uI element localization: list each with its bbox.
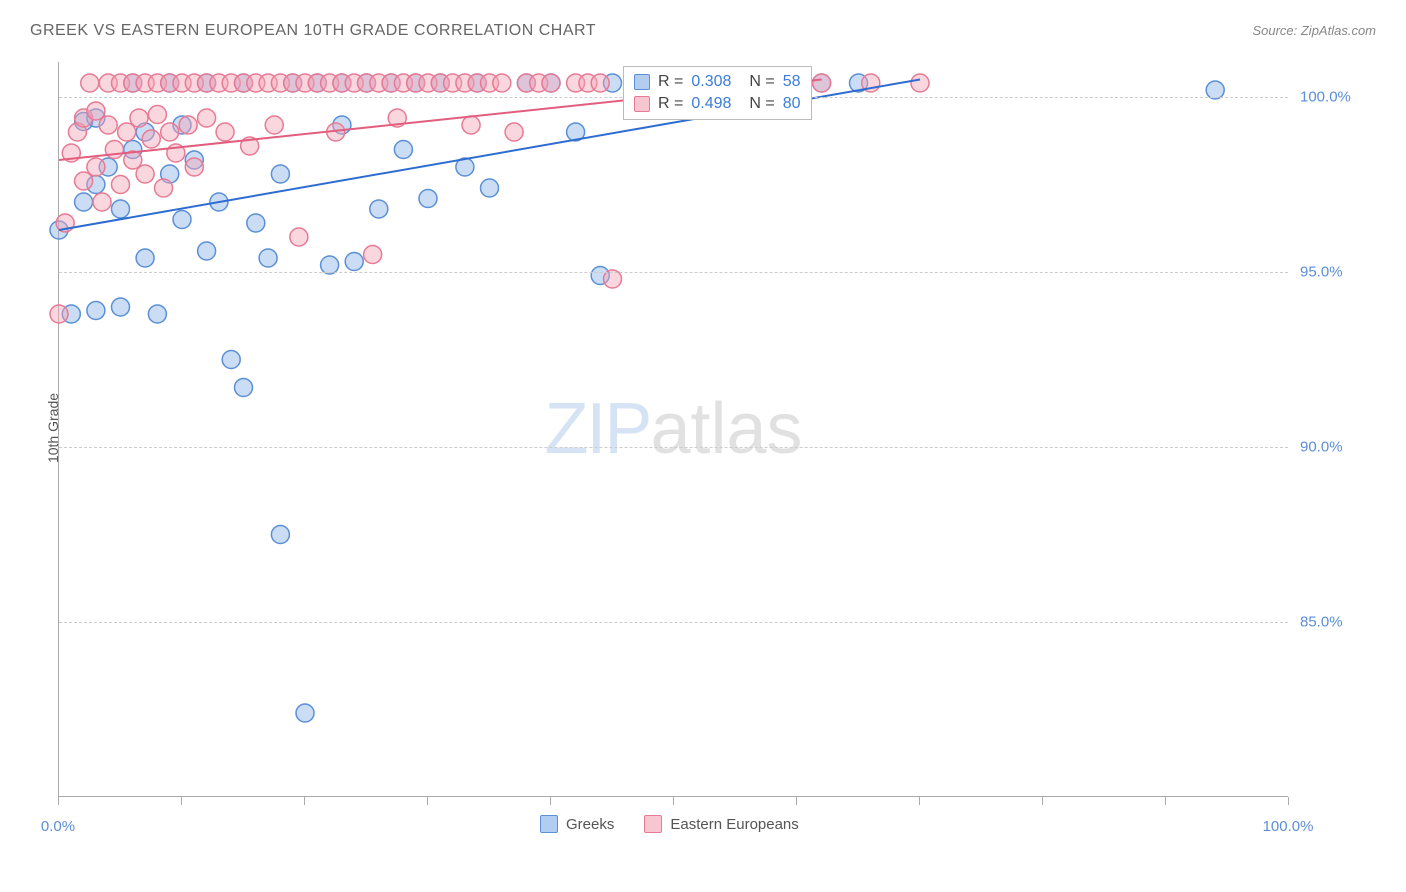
legend-swatch-greeks <box>540 815 558 833</box>
scatter-point <box>296 704 314 722</box>
scatter-point <box>112 200 130 218</box>
scatter-point <box>265 116 283 134</box>
stat-label: R = <box>658 95 683 113</box>
scatter-point <box>259 249 277 267</box>
gridline-h <box>59 272 1288 273</box>
stats-row-ee: R = 0.498 N = 80 <box>634 93 801 115</box>
scatter-point <box>112 298 130 316</box>
stat-label: R = <box>658 73 683 91</box>
xtick <box>919 797 920 805</box>
scatter-point <box>505 123 523 141</box>
ytick-label: 100.0% <box>1300 89 1351 106</box>
stats-swatch-ee <box>634 96 650 112</box>
gridline-h <box>59 447 1288 448</box>
xtick <box>1042 797 1043 805</box>
regression-stats-box: R = 0.308 N = 58 R = 0.498 N = 80 <box>623 66 812 120</box>
legend-item-ee: Eastern Europeans <box>644 815 798 833</box>
scatter-point <box>235 379 253 397</box>
scatter-point <box>130 109 148 127</box>
scatter-point <box>198 242 216 260</box>
chart-title: GREEK VS EASTERN EUROPEAN 10TH GRADE COR… <box>30 22 596 40</box>
stats-row-greeks: R = 0.308 N = 58 <box>634 71 801 93</box>
scatter-point <box>216 123 234 141</box>
scatter-point <box>142 130 160 148</box>
scatter-point <box>290 228 308 246</box>
scatter-point <box>148 305 166 323</box>
xtick <box>181 797 182 805</box>
source-attribution: Source: ZipAtlas.com <box>1252 23 1376 38</box>
scatter-point <box>112 176 130 194</box>
scatter-point <box>93 193 111 211</box>
scatter-point <box>161 123 179 141</box>
scatter-point <box>419 190 437 208</box>
legend-label-ee: Eastern Europeans <box>670 816 798 833</box>
scatter-point <box>813 74 831 92</box>
stat-label: N = <box>749 95 774 113</box>
scatter-plot-area: ZIPatlas <box>58 62 1288 797</box>
stat-n-greeks: 58 <box>783 73 801 91</box>
xtick-label: 100.0% <box>1263 818 1314 835</box>
scatter-point <box>87 102 105 120</box>
scatter-point <box>87 302 105 320</box>
scatter-point <box>493 74 511 92</box>
xtick <box>427 797 428 805</box>
scatter-point <box>394 141 412 159</box>
stats-swatch-greeks <box>634 74 650 90</box>
ytick-label: 85.0% <box>1300 614 1343 631</box>
stat-r-ee: 0.498 <box>691 95 731 113</box>
scatter-point <box>155 179 173 197</box>
scatter-point <box>345 253 363 271</box>
scatter-point <box>370 200 388 218</box>
stat-r-greeks: 0.308 <box>691 73 731 91</box>
scatter-point <box>118 123 136 141</box>
scatter-point <box>271 165 289 183</box>
xtick <box>1165 797 1166 805</box>
ytick-label: 95.0% <box>1300 264 1343 281</box>
scatter-point <box>911 74 929 92</box>
scatter-point <box>364 246 382 264</box>
ytick-label: 90.0% <box>1300 439 1343 456</box>
xtick <box>1288 797 1289 805</box>
scatter-point <box>87 158 105 176</box>
scatter-point <box>247 214 265 232</box>
scatter-point <box>136 165 154 183</box>
gridline-h <box>59 622 1288 623</box>
scatter-point <box>198 109 216 127</box>
scatter-point <box>173 211 191 229</box>
legend-item-greeks: Greeks <box>540 815 614 833</box>
xtick <box>304 797 305 805</box>
xtick <box>550 797 551 805</box>
legend-swatch-ee <box>644 815 662 833</box>
scatter-point <box>148 106 166 124</box>
xtick <box>58 797 59 805</box>
scatter-point <box>75 172 93 190</box>
xtick <box>673 797 674 805</box>
scatter-point <box>542 74 560 92</box>
scatter-point <box>591 74 609 92</box>
scatter-point <box>136 249 154 267</box>
xtick <box>796 797 797 805</box>
scatter-point <box>185 158 203 176</box>
scatter-point <box>462 116 480 134</box>
stat-label: N = <box>749 73 774 91</box>
stat-n-ee: 80 <box>783 95 801 113</box>
xtick-label: 0.0% <box>41 818 75 835</box>
scatter-point <box>271 526 289 544</box>
scatter-point <box>99 116 117 134</box>
scatter-point <box>75 193 93 211</box>
scatter-point <box>481 179 499 197</box>
scatter-point <box>81 74 99 92</box>
scatter-point <box>179 116 197 134</box>
scatter-point <box>50 305 68 323</box>
legend-label-greeks: Greeks <box>566 816 614 833</box>
legend: Greeks Eastern Europeans <box>540 815 799 833</box>
scatter-point <box>222 351 240 369</box>
